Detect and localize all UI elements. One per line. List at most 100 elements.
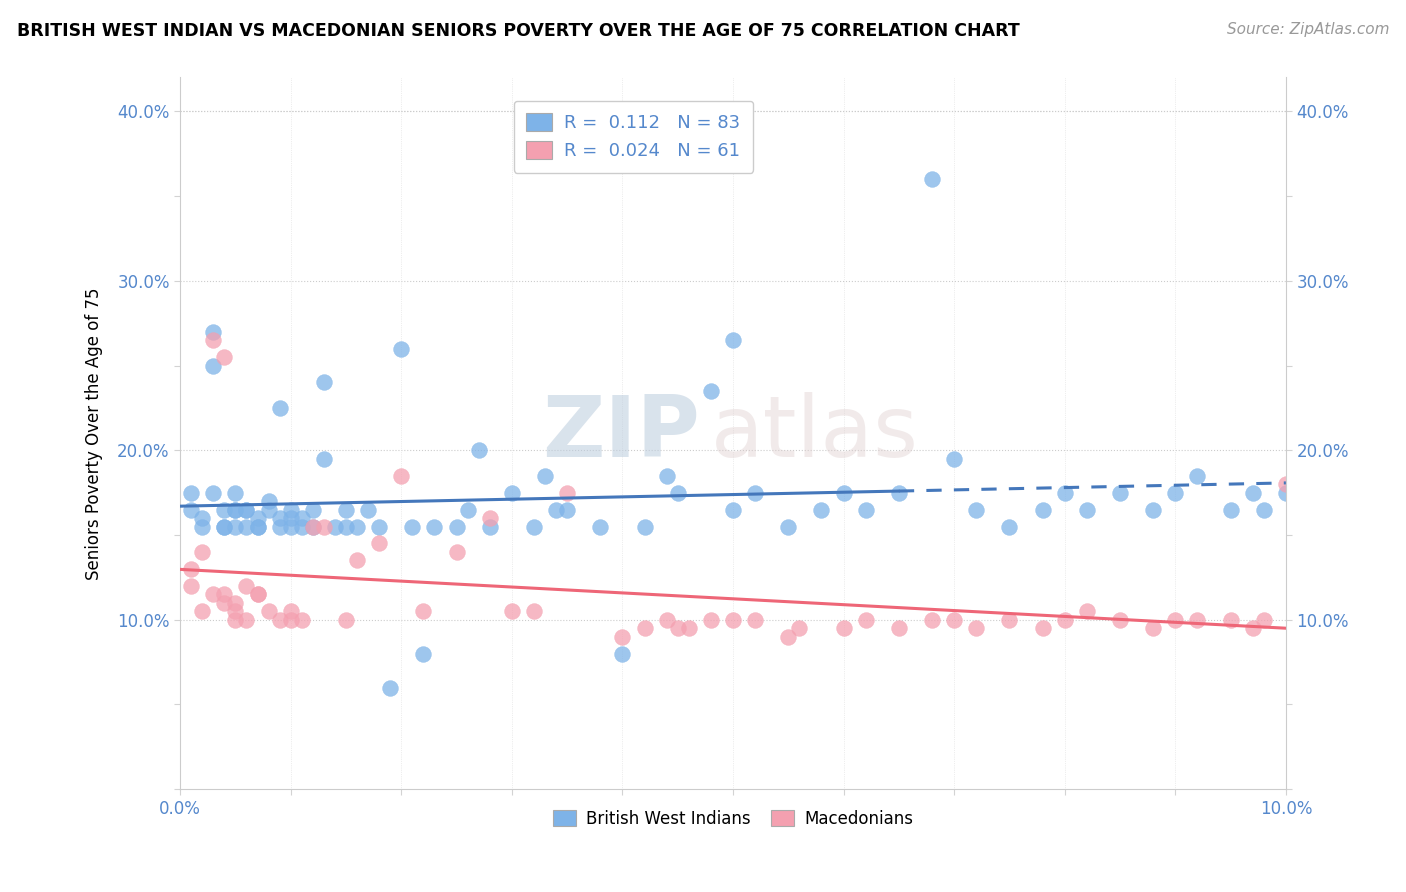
Point xyxy=(202,333,225,347)
Point xyxy=(523,604,546,618)
Point xyxy=(1187,613,1209,627)
Point xyxy=(1142,621,1164,635)
Point xyxy=(214,350,236,364)
Point xyxy=(269,401,291,415)
Point xyxy=(202,359,225,373)
Point xyxy=(1032,502,1054,516)
Point xyxy=(832,621,855,635)
Point xyxy=(478,519,501,533)
Point xyxy=(998,519,1021,533)
Point xyxy=(335,613,357,627)
Point xyxy=(246,587,269,601)
Point xyxy=(269,511,291,525)
Point xyxy=(457,502,479,516)
Point xyxy=(810,502,832,516)
Point xyxy=(1241,485,1264,500)
Point xyxy=(368,536,391,550)
Point xyxy=(633,519,655,533)
Point xyxy=(589,519,612,533)
Point xyxy=(478,511,501,525)
Point xyxy=(224,596,246,610)
Point xyxy=(235,613,257,627)
Point xyxy=(224,485,246,500)
Point xyxy=(789,621,811,635)
Point xyxy=(180,562,202,576)
Point xyxy=(357,502,380,516)
Point xyxy=(1053,613,1076,627)
Point xyxy=(412,604,434,618)
Point xyxy=(744,613,766,627)
Point xyxy=(467,443,489,458)
Point xyxy=(280,613,302,627)
Point xyxy=(965,621,987,635)
Point xyxy=(291,511,314,525)
Point xyxy=(655,613,678,627)
Point xyxy=(1275,477,1298,491)
Point xyxy=(523,519,546,533)
Point xyxy=(301,519,323,533)
Point xyxy=(887,485,910,500)
Point xyxy=(1109,613,1132,627)
Point xyxy=(1076,502,1098,516)
Point xyxy=(280,502,302,516)
Point xyxy=(180,579,202,593)
Point xyxy=(943,451,966,466)
Point xyxy=(855,613,877,627)
Point xyxy=(1275,485,1298,500)
Point xyxy=(368,519,391,533)
Point xyxy=(721,333,744,347)
Text: BRITISH WEST INDIAN VS MACEDONIAN SENIORS POVERTY OVER THE AGE OF 75 CORRELATION: BRITISH WEST INDIAN VS MACEDONIAN SENIOR… xyxy=(17,22,1019,40)
Point xyxy=(312,376,335,390)
Point xyxy=(546,502,568,516)
Point xyxy=(1219,613,1241,627)
Point xyxy=(1032,621,1054,635)
Point xyxy=(224,604,246,618)
Point xyxy=(191,511,214,525)
Point xyxy=(246,587,269,601)
Point xyxy=(224,502,246,516)
Point xyxy=(380,681,402,695)
Point xyxy=(666,621,689,635)
Point xyxy=(612,647,634,661)
Point xyxy=(423,519,446,533)
Point xyxy=(280,519,302,533)
Point xyxy=(180,485,202,500)
Point xyxy=(214,596,236,610)
Point xyxy=(1164,613,1187,627)
Point xyxy=(280,604,302,618)
Point xyxy=(214,519,236,533)
Point xyxy=(501,485,523,500)
Point xyxy=(335,519,357,533)
Point xyxy=(280,511,302,525)
Point xyxy=(291,519,314,533)
Point xyxy=(235,519,257,533)
Point xyxy=(412,647,434,661)
Point xyxy=(389,468,412,483)
Point xyxy=(887,621,910,635)
Point xyxy=(555,502,578,516)
Point xyxy=(202,485,225,500)
Point xyxy=(1053,485,1076,500)
Point xyxy=(191,604,214,618)
Point xyxy=(246,511,269,525)
Point xyxy=(778,630,800,644)
Point xyxy=(1241,621,1264,635)
Point xyxy=(1142,502,1164,516)
Point xyxy=(269,613,291,627)
Point xyxy=(700,613,723,627)
Point xyxy=(666,485,689,500)
Point xyxy=(235,502,257,516)
Point xyxy=(224,502,246,516)
Point xyxy=(655,468,678,483)
Point xyxy=(998,613,1021,627)
Point xyxy=(323,519,346,533)
Point xyxy=(446,519,468,533)
Point xyxy=(721,502,744,516)
Point xyxy=(214,502,236,516)
Point xyxy=(832,485,855,500)
Point xyxy=(1187,468,1209,483)
Point xyxy=(235,502,257,516)
Point xyxy=(257,494,280,508)
Point xyxy=(401,519,423,533)
Point xyxy=(501,604,523,618)
